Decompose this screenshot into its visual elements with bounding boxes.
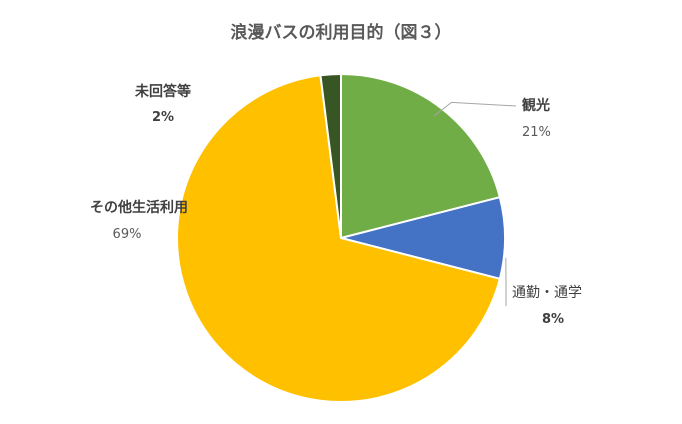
slice-tourism bbox=[340, 72, 502, 240]
slice-label-no-answer: 未回答等 bbox=[135, 83, 191, 100]
slice-value-other-daily-use: 69% bbox=[113, 227, 142, 242]
slice-label-commute: 通勤・通学 bbox=[512, 285, 582, 301]
leader-lines bbox=[433, 101, 517, 306]
chart-title: 浪漫バスの利用目的（図３） bbox=[231, 22, 452, 43]
slice-value-tourism: 21% bbox=[522, 125, 551, 140]
slice-value-commute: 8% bbox=[542, 312, 564, 327]
pie-slices bbox=[176, 72, 507, 403]
slice-label-other-daily-use: その他生活利用 bbox=[90, 199, 188, 216]
slice-no-answer bbox=[319, 72, 342, 239]
slice-other-daily-use bbox=[176, 74, 502, 403]
slice-label-tourism: 観光 bbox=[522, 97, 550, 114]
slice-value-no-answer: 2% bbox=[152, 110, 174, 125]
leader-line-tourism bbox=[433, 101, 517, 117]
